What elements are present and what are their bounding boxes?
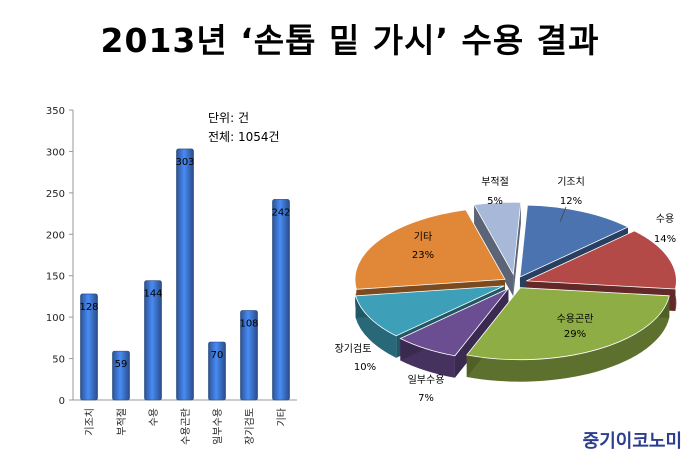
bar-value-label: 242 [271,207,290,218]
pie-slice [466,287,670,361]
pie-slice-group [466,287,670,382]
bar-value-label: 144 [143,289,162,300]
x-tick-label: 수용곤란 [180,408,192,445]
pie-category-label: 일부수용 [408,374,445,386]
pie-category-label: 장기검토 [335,343,372,355]
pie-slice [399,288,509,357]
brand-logo-text: 중기이코노미 [582,431,682,452]
pie-slice [526,230,677,290]
bar [112,350,130,401]
bar-value-label: 303 [175,157,194,168]
bar [272,199,290,401]
pie-slice-group [473,201,522,297]
bar-value-label: 70 [211,350,224,361]
leader-line [559,206,567,223]
bar [240,310,258,401]
pie-category-label: 수용곤란 [557,313,594,325]
bar-value-label: 108 [239,319,258,330]
bar [176,148,194,401]
pie-slice [354,209,506,290]
pie-slice [355,285,505,337]
pie-slice-wall [513,202,521,297]
pie-value-label: 23% [412,250,434,261]
unit-annotation: 단위: 건 [208,111,249,125]
pie-slice-wall [474,204,514,297]
x-tick-label: 기타 [276,408,288,426]
bar [144,280,162,401]
total-annotation: 전체: 1054건 [208,130,280,144]
pie-category-label: 기조치 [557,176,585,188]
page-title: 2013년 ‘손톱 밑 가시’ 수용 결과 [100,21,600,60]
y-tick-label: 0 [59,396,65,407]
pie-category-label: 기타 [414,231,432,243]
pie-category-label: 수용 [656,213,674,225]
pie-value-label: 5% [487,196,503,207]
pie-value-label: 29% [564,329,586,340]
y-tick-label: 200 [46,230,65,241]
pie-slice [519,204,629,278]
x-tick-label: 부적절 [115,408,128,436]
bar [208,341,226,401]
x-tick-label: 장기검토 [244,408,256,445]
y-tick-label: 50 [52,355,65,366]
y-tick-label: 250 [46,189,65,200]
y-tick-label: 150 [46,272,65,283]
pie-value-label: 7% [418,393,434,404]
y-tick-label: 300 [46,147,65,158]
pie-slice-side [466,295,670,382]
pie-value-label: 14% [654,234,676,245]
x-tick-label: 수용 [148,408,160,426]
bar-value-label: 128 [79,302,98,313]
bar-value-label: 59 [115,359,128,370]
bar-chart: 0 50 100 150 200 250 300 350 128 기조치 59 부적절 144 수용 303… [46,106,297,445]
pie-slice [473,201,522,276]
pie-category-label: 부적절 [481,175,509,188]
pie-value-label: 10% [354,362,376,373]
x-tick-label: 일부수용 [212,408,224,445]
x-tick-label: 기조치 [84,408,96,436]
y-tick-label: 350 [46,106,65,117]
pie-value-label: 12% [560,196,582,207]
pie-slice-side [355,295,397,358]
bar [80,293,98,401]
y-tick-label: 100 [46,313,65,324]
pie-chart: 기조치 12% 수용 14% 수용곤란 29% 일부수용 7% 장기검토 10% 기타 23% 부적절 5… [335,175,677,404]
